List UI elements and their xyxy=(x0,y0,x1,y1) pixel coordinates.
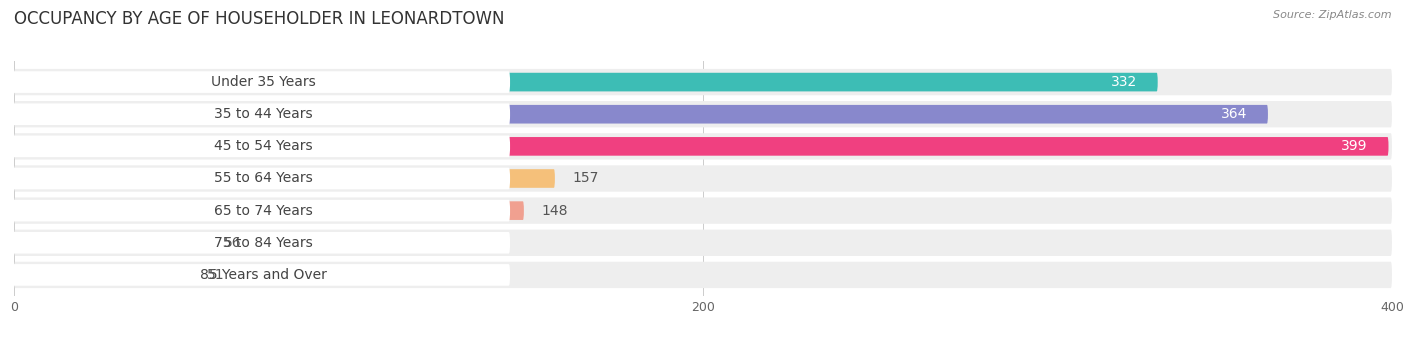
FancyBboxPatch shape xyxy=(14,169,555,188)
FancyBboxPatch shape xyxy=(14,262,1392,288)
Text: 85 Years and Over: 85 Years and Over xyxy=(201,268,328,282)
Text: 51: 51 xyxy=(207,268,225,282)
Text: 35 to 44 Years: 35 to 44 Years xyxy=(215,107,314,121)
FancyBboxPatch shape xyxy=(11,71,510,93)
Text: 45 to 54 Years: 45 to 54 Years xyxy=(215,139,314,153)
Text: 56: 56 xyxy=(224,236,242,250)
FancyBboxPatch shape xyxy=(14,69,1392,95)
FancyBboxPatch shape xyxy=(11,232,510,254)
Text: OCCUPANCY BY AGE OF HOUSEHOLDER IN LEONARDTOWN: OCCUPANCY BY AGE OF HOUSEHOLDER IN LEONA… xyxy=(14,10,505,28)
FancyBboxPatch shape xyxy=(14,137,1389,156)
Text: 55 to 64 Years: 55 to 64 Years xyxy=(215,171,314,186)
Text: 65 to 74 Years: 65 to 74 Years xyxy=(215,204,314,218)
FancyBboxPatch shape xyxy=(14,133,1392,159)
Text: Source: ZipAtlas.com: Source: ZipAtlas.com xyxy=(1274,10,1392,20)
Text: 148: 148 xyxy=(541,204,568,218)
FancyBboxPatch shape xyxy=(14,101,1392,128)
FancyBboxPatch shape xyxy=(14,105,1268,123)
FancyBboxPatch shape xyxy=(14,165,1392,192)
FancyBboxPatch shape xyxy=(14,198,1392,224)
FancyBboxPatch shape xyxy=(14,230,1392,256)
Text: 399: 399 xyxy=(1341,139,1368,153)
FancyBboxPatch shape xyxy=(14,234,207,252)
Text: 364: 364 xyxy=(1220,107,1247,121)
FancyBboxPatch shape xyxy=(14,266,190,284)
FancyBboxPatch shape xyxy=(11,168,510,189)
FancyBboxPatch shape xyxy=(14,73,1157,91)
Text: Under 35 Years: Under 35 Years xyxy=(211,75,316,89)
FancyBboxPatch shape xyxy=(11,200,510,221)
FancyBboxPatch shape xyxy=(11,264,510,286)
FancyBboxPatch shape xyxy=(11,136,510,157)
FancyBboxPatch shape xyxy=(11,103,510,125)
FancyBboxPatch shape xyxy=(14,201,524,220)
Text: 332: 332 xyxy=(1111,75,1137,89)
Text: 75 to 84 Years: 75 to 84 Years xyxy=(215,236,314,250)
Text: 157: 157 xyxy=(572,171,599,186)
